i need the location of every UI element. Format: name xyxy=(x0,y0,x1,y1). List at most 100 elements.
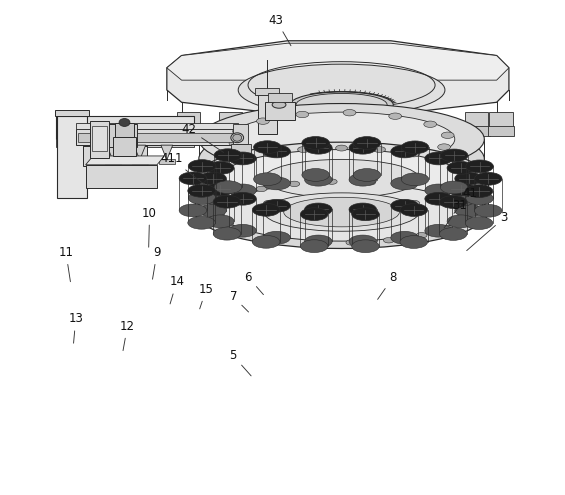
Ellipse shape xyxy=(220,167,463,225)
Ellipse shape xyxy=(263,151,275,157)
Ellipse shape xyxy=(327,162,340,169)
Polygon shape xyxy=(312,80,342,110)
Ellipse shape xyxy=(408,151,420,157)
Text: 3: 3 xyxy=(467,211,508,250)
Bar xyxy=(86,165,157,189)
Bar xyxy=(83,146,147,166)
Bar xyxy=(101,124,137,147)
Ellipse shape xyxy=(349,203,377,216)
Ellipse shape xyxy=(305,203,332,216)
Polygon shape xyxy=(167,43,509,80)
Polygon shape xyxy=(134,145,146,160)
Bar xyxy=(105,159,120,164)
Ellipse shape xyxy=(195,176,488,248)
Ellipse shape xyxy=(302,137,329,149)
Bar xyxy=(89,121,109,158)
Ellipse shape xyxy=(375,161,387,167)
Ellipse shape xyxy=(400,203,428,216)
Ellipse shape xyxy=(305,235,332,248)
Ellipse shape xyxy=(438,144,450,150)
Ellipse shape xyxy=(391,177,418,190)
Ellipse shape xyxy=(296,111,308,118)
Ellipse shape xyxy=(246,151,259,157)
Ellipse shape xyxy=(349,173,377,186)
Ellipse shape xyxy=(263,200,275,206)
Bar xyxy=(76,123,238,129)
Text: 13: 13 xyxy=(68,312,83,343)
Ellipse shape xyxy=(214,181,242,194)
Ellipse shape xyxy=(263,145,290,158)
Ellipse shape xyxy=(425,184,453,197)
Ellipse shape xyxy=(453,185,464,191)
Ellipse shape xyxy=(301,240,328,252)
Bar xyxy=(281,123,307,133)
Ellipse shape xyxy=(223,221,233,227)
Text: 7: 7 xyxy=(229,290,249,312)
Ellipse shape xyxy=(373,147,385,152)
Ellipse shape xyxy=(228,132,455,186)
Polygon shape xyxy=(56,139,194,147)
Ellipse shape xyxy=(416,233,427,238)
Ellipse shape xyxy=(219,185,231,191)
Ellipse shape xyxy=(236,194,248,199)
Ellipse shape xyxy=(353,169,381,181)
Ellipse shape xyxy=(264,159,419,198)
Ellipse shape xyxy=(256,186,267,192)
Ellipse shape xyxy=(179,204,207,217)
Ellipse shape xyxy=(195,142,488,215)
Bar xyxy=(76,129,238,145)
Ellipse shape xyxy=(229,224,257,237)
Ellipse shape xyxy=(459,176,471,182)
Ellipse shape xyxy=(307,239,319,245)
Ellipse shape xyxy=(233,134,242,141)
Ellipse shape xyxy=(389,113,402,119)
Ellipse shape xyxy=(195,159,488,232)
Ellipse shape xyxy=(301,208,328,221)
Ellipse shape xyxy=(327,179,337,184)
Ellipse shape xyxy=(228,112,455,166)
Text: 8: 8 xyxy=(377,271,397,299)
Ellipse shape xyxy=(450,198,460,203)
Ellipse shape xyxy=(391,199,418,212)
Bar xyxy=(464,112,488,127)
Bar xyxy=(78,133,236,142)
Bar xyxy=(255,88,279,95)
Text: 14: 14 xyxy=(169,275,184,304)
Text: 12: 12 xyxy=(120,320,135,350)
Ellipse shape xyxy=(229,184,257,197)
Ellipse shape xyxy=(231,133,244,143)
Ellipse shape xyxy=(343,109,356,116)
Polygon shape xyxy=(167,41,509,115)
Ellipse shape xyxy=(447,215,475,228)
Ellipse shape xyxy=(336,145,347,151)
Ellipse shape xyxy=(257,118,270,124)
Ellipse shape xyxy=(207,183,234,196)
Bar xyxy=(489,112,513,127)
Bar xyxy=(335,123,362,133)
Text: 41: 41 xyxy=(454,187,477,213)
Ellipse shape xyxy=(272,101,286,108)
Bar xyxy=(233,124,248,144)
Ellipse shape xyxy=(214,149,242,161)
Ellipse shape xyxy=(213,196,241,208)
Bar xyxy=(231,144,250,153)
Ellipse shape xyxy=(391,231,418,244)
Ellipse shape xyxy=(346,240,357,245)
Ellipse shape xyxy=(220,183,463,241)
Ellipse shape xyxy=(455,204,483,217)
Ellipse shape xyxy=(401,141,429,154)
Bar xyxy=(217,126,244,136)
Ellipse shape xyxy=(231,194,242,199)
Polygon shape xyxy=(107,145,119,160)
Bar xyxy=(115,123,134,137)
Text: 6: 6 xyxy=(244,271,263,295)
Ellipse shape xyxy=(400,236,428,248)
Ellipse shape xyxy=(441,132,454,139)
Ellipse shape xyxy=(440,149,468,162)
Ellipse shape xyxy=(213,227,241,240)
Polygon shape xyxy=(342,80,371,110)
Bar xyxy=(219,112,242,127)
Ellipse shape xyxy=(188,192,216,204)
Ellipse shape xyxy=(263,231,290,244)
Bar xyxy=(282,111,306,124)
